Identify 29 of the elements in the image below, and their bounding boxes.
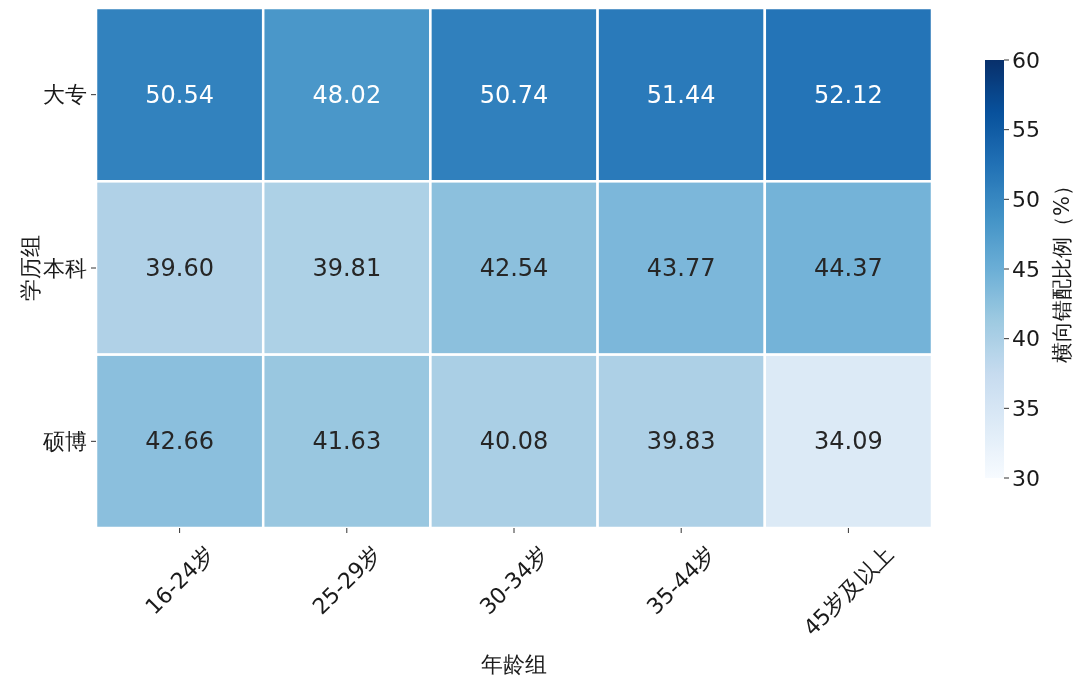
data-label: 41.63 — [312, 427, 382, 456]
data-label: 34.09 — [814, 427, 883, 456]
color-bar-label: 45 — [1012, 256, 1040, 282]
data-label: 39.60 — [145, 254, 214, 282]
color-bar-label: 35 — [1012, 395, 1040, 421]
data-label: 40.08 — [479, 427, 549, 456]
x-axis-title: 年龄组 — [481, 651, 547, 677]
data-label: 50.54 — [145, 80, 214, 109]
data-label: 50.74 — [479, 80, 549, 109]
data-label: 52.12 — [814, 80, 883, 109]
color-bar-label: 55 — [1012, 117, 1040, 143]
data-label: 44.37 — [814, 254, 883, 282]
data-label: 48.02 — [312, 80, 382, 109]
color-bar-label: 50 — [1012, 186, 1040, 212]
data-label: 42.54 — [479, 254, 549, 282]
color-bar-label: 60 — [1012, 47, 1040, 73]
color-bar-label: 30 — [1012, 465, 1040, 491]
data-label: 43.77 — [646, 254, 716, 282]
color-bar-title: 横向错配比例（%） — [1050, 175, 1074, 363]
x-tick-label: 45岁及以上 — [798, 540, 899, 641]
data-label: 42.66 — [145, 427, 214, 456]
y-tick-label: 硕博 — [42, 428, 87, 454]
y-axis-title: 学历组 — [17, 235, 43, 301]
data-label: 39.81 — [312, 254, 382, 282]
y-tick-label: 大专 — [43, 82, 87, 108]
color-bar-label: 40 — [1012, 326, 1040, 352]
y-tick-label: 本科 — [43, 255, 87, 281]
data-label: 51.44 — [646, 80, 716, 109]
data-label: 39.83 — [646, 427, 716, 456]
